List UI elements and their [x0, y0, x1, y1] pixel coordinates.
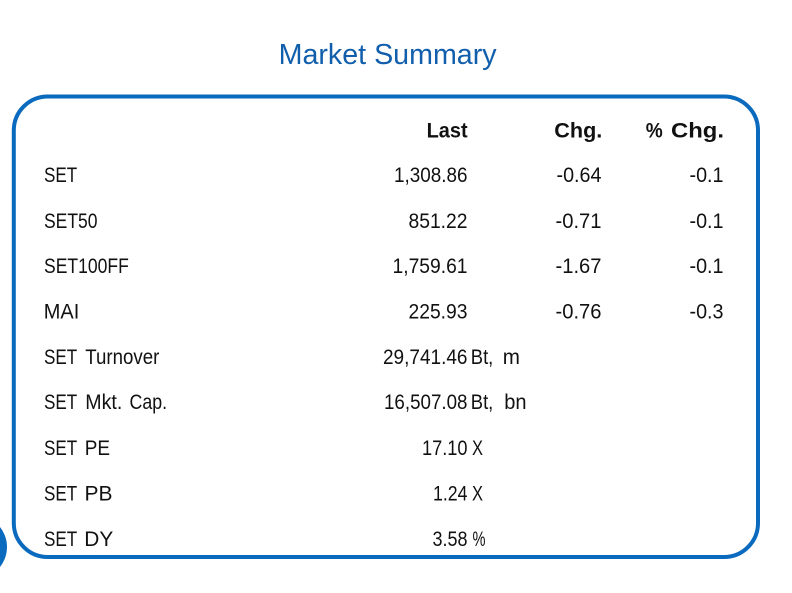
svg-text:X: X [472, 482, 483, 505]
svg-text:Last: Last [427, 119, 468, 142]
svg-text:SET: SET [44, 437, 77, 460]
svg-text:Bt,: Bt, [471, 391, 494, 414]
svg-text:Turnover: Turnover [85, 346, 159, 369]
svg-text:MAI: MAI [44, 300, 80, 323]
svg-text:SET: SET [44, 391, 77, 414]
svg-text:1,308.86: 1,308.86 [394, 164, 468, 187]
svg-text:%: % [646, 119, 663, 142]
svg-text:Mkt.: Mkt. [85, 391, 122, 414]
svg-text:1,759.61: 1,759.61 [393, 255, 468, 278]
svg-text:-0.76: -0.76 [556, 300, 602, 323]
svg-text:Market Summary: Market Summary [279, 39, 497, 71]
svg-text:bn: bn [504, 391, 526, 414]
svg-text:PB: PB [85, 482, 113, 505]
svg-text:-0.64: -0.64 [557, 164, 602, 187]
svg-text:-0.71: -0.71 [556, 210, 602, 233]
svg-text:225.93: 225.93 [409, 300, 468, 323]
svg-text:-0.1: -0.1 [690, 164, 724, 187]
svg-text:29,741.46: 29,741.46 [383, 346, 468, 369]
svg-text:-0.1: -0.1 [690, 255, 724, 278]
svg-text:-0.3: -0.3 [690, 300, 724, 323]
svg-text:SET: SET [44, 346, 77, 369]
svg-text:Chg.: Chg. [671, 119, 724, 142]
svg-text:SET: SET [44, 528, 77, 551]
svg-text:X: X [472, 437, 483, 460]
svg-text:SET100FF: SET100FF [44, 255, 129, 278]
svg-text:SET: SET [44, 164, 77, 187]
svg-text:1.24: 1.24 [433, 482, 468, 505]
svg-text:-0.1: -0.1 [690, 210, 724, 233]
svg-text:-1.67: -1.67 [556, 255, 602, 278]
svg-text:16,507.08: 16,507.08 [384, 391, 468, 414]
svg-text:PE: PE [85, 437, 110, 460]
svg-text:m: m [503, 346, 520, 369]
svg-text:Bt,: Bt, [471, 346, 494, 369]
svg-text:DY: DY [84, 528, 113, 551]
svg-text:Chg.: Chg. [554, 119, 602, 142]
svg-text:Cap.: Cap. [130, 391, 168, 414]
svg-text:851.22: 851.22 [409, 210, 468, 233]
svg-text:17.10: 17.10 [422, 437, 468, 460]
svg-text:3.58: 3.58 [433, 528, 468, 551]
svg-text:SET50: SET50 [44, 210, 98, 233]
svg-text:%: % [473, 528, 486, 551]
svg-text:SET: SET [44, 482, 77, 505]
